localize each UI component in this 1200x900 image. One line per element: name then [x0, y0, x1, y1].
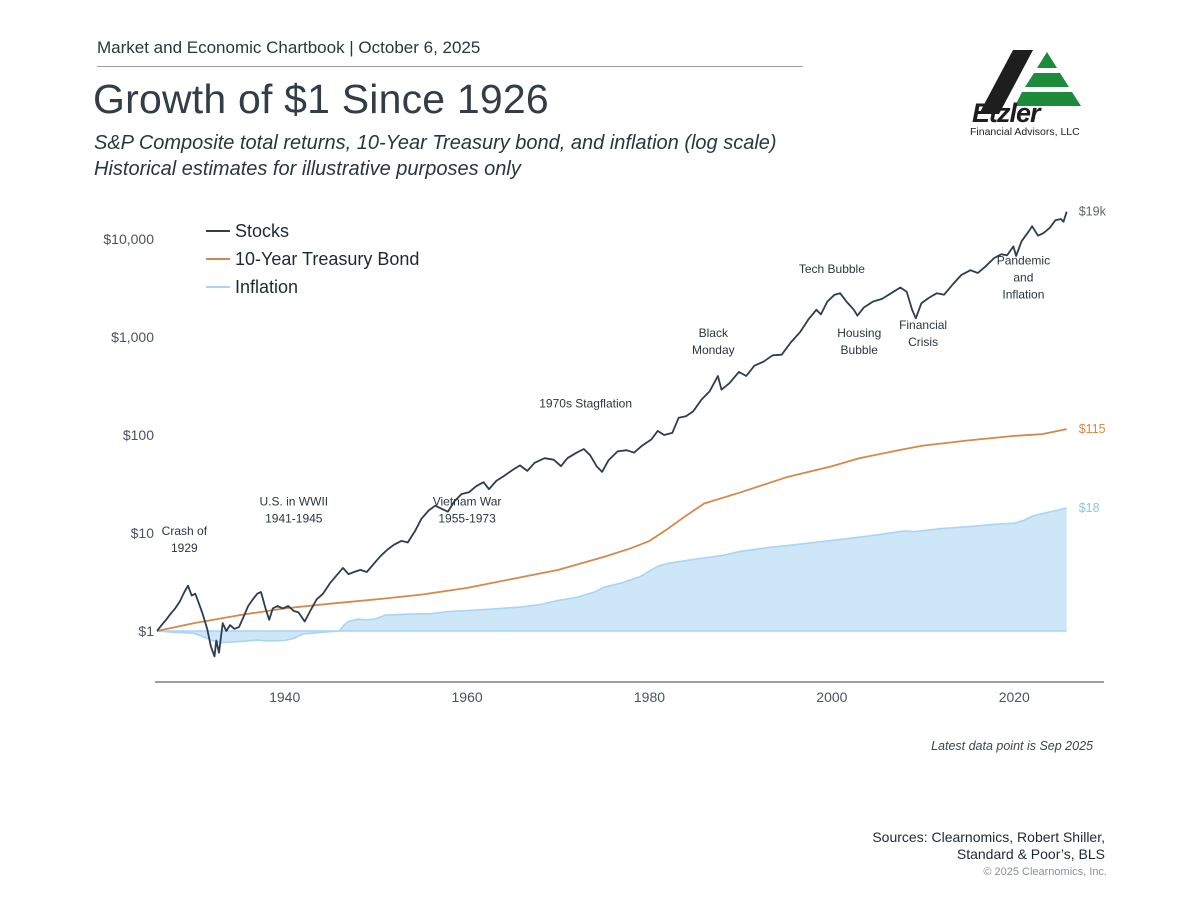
sources-text: Sources: Clearnomics, Robert Shiller, St…	[872, 829, 1105, 863]
page-title: Growth of $1 Since 1926	[93, 76, 549, 122]
chartbook-header: Market and Economic Chartbook | October …	[97, 38, 481, 57]
annotation-text: Black	[699, 326, 729, 340]
annotation-text: Housing	[837, 326, 881, 340]
event-annotations: Crash of 1929 U.S. in WWII 1941-1945 Vietnam…	[162, 253, 1050, 555]
annotation: Housing Bubble	[837, 326, 881, 357]
annotation-text: Bubble	[841, 343, 879, 357]
series-end-labels: $19k $115 $18	[1079, 205, 1107, 515]
logo-caption: Financial Advisors, LLC	[970, 126, 1080, 138]
annotation-text: U.S. in WWII	[259, 495, 328, 509]
annotation: U.S. in WWII 1941-1945	[259, 495, 328, 526]
annotation-text: 1970s Stagflation	[539, 397, 632, 411]
annotation-text: Crisis	[908, 335, 938, 349]
x-tick-label: 1980	[634, 689, 665, 705]
annotation: Crash of 1929	[162, 524, 208, 555]
y-tick-label: $1	[138, 623, 154, 639]
end-value-label: $18	[1079, 501, 1100, 515]
end-value-label: $19k	[1079, 205, 1107, 219]
chart-legend: Stocks 10-Year Treasury Bond Inflation	[206, 221, 419, 297]
logo-wordmark: Etzler	[972, 98, 1041, 128]
x-tick-label: 2000	[816, 689, 847, 705]
latest-data-note: Latest data point is Sep 2025	[931, 739, 1093, 753]
line-series-layer	[156, 211, 1068, 658]
x-tick-label: 1940	[269, 689, 300, 705]
logo-triangle-mid	[1025, 73, 1069, 87]
x-tick-label: 2020	[999, 689, 1030, 705]
y-axis-ticks: $1 $10 $100 $1,000 $10,000	[103, 231, 154, 639]
logo-triangle-bottom	[1015, 92, 1081, 106]
annotation-text: Financial	[899, 318, 947, 332]
legend-label: 10-Year Treasury Bond	[235, 249, 419, 269]
sources-line-2: Standard & Poor’s, BLS	[956, 846, 1105, 862]
inflation-series-layer	[156, 507, 1067, 644]
annotation-text: 1941-1945	[265, 512, 323, 526]
logo-triangle-top	[1037, 52, 1057, 68]
inflation-line	[156, 507, 1067, 644]
annotation: Black Monday	[692, 326, 735, 357]
annotation-text: Vietnam War	[433, 495, 502, 509]
copyright-text: © 2025 Clearnomics, Inc.	[983, 866, 1107, 878]
logo-slash-shape	[979, 50, 1033, 114]
annotation-text: 1929	[171, 541, 198, 555]
annotation-text: Tech Bubble	[799, 262, 865, 276]
annotation-text: Inflation	[1002, 287, 1044, 301]
annotation: Tech Bubble	[799, 262, 865, 276]
annotation: Vietnam War 1955-1973	[433, 495, 502, 526]
10-year-treasury-bond-line	[156, 428, 1067, 632]
subtitle-line-1: S&P Composite total returns, 10-Year Tre…	[94, 132, 777, 154]
legend-label: Inflation	[235, 277, 298, 297]
logo-mark-icon	[979, 50, 1081, 114]
annotation-text: Monday	[692, 343, 735, 357]
annotation-text: Crash of	[162, 524, 208, 538]
y-tick-label: $10	[131, 525, 155, 541]
annotation: 1970s Stagflation	[539, 397, 632, 411]
y-tick-label: $100	[123, 427, 154, 443]
subtitle-line-2: Historical estimates for illustrative pu…	[94, 158, 521, 180]
annotation: Financial Crisis	[899, 318, 947, 349]
header-divider	[97, 66, 803, 67]
legend-label: Stocks	[235, 221, 289, 241]
y-tick-label: $10,000	[103, 231, 154, 247]
annotation-text: 1955-1973	[438, 512, 496, 526]
y-tick-label: $1,000	[111, 329, 154, 345]
x-tick-label: 1960	[452, 689, 483, 705]
stocks-line	[156, 211, 1068, 658]
x-axis-ticks: 1940 1960 1980 2000 2020	[269, 689, 1030, 705]
inflation-area	[157, 508, 1067, 643]
annotation: Pandemic and Inflation	[997, 253, 1050, 301]
annotation-text: Pandemic	[997, 253, 1050, 267]
annotation-text: and	[1013, 270, 1033, 284]
sources-line-1: Sources: Clearnomics, Robert Shiller,	[872, 829, 1105, 845]
end-value-label: $115	[1079, 422, 1106, 436]
